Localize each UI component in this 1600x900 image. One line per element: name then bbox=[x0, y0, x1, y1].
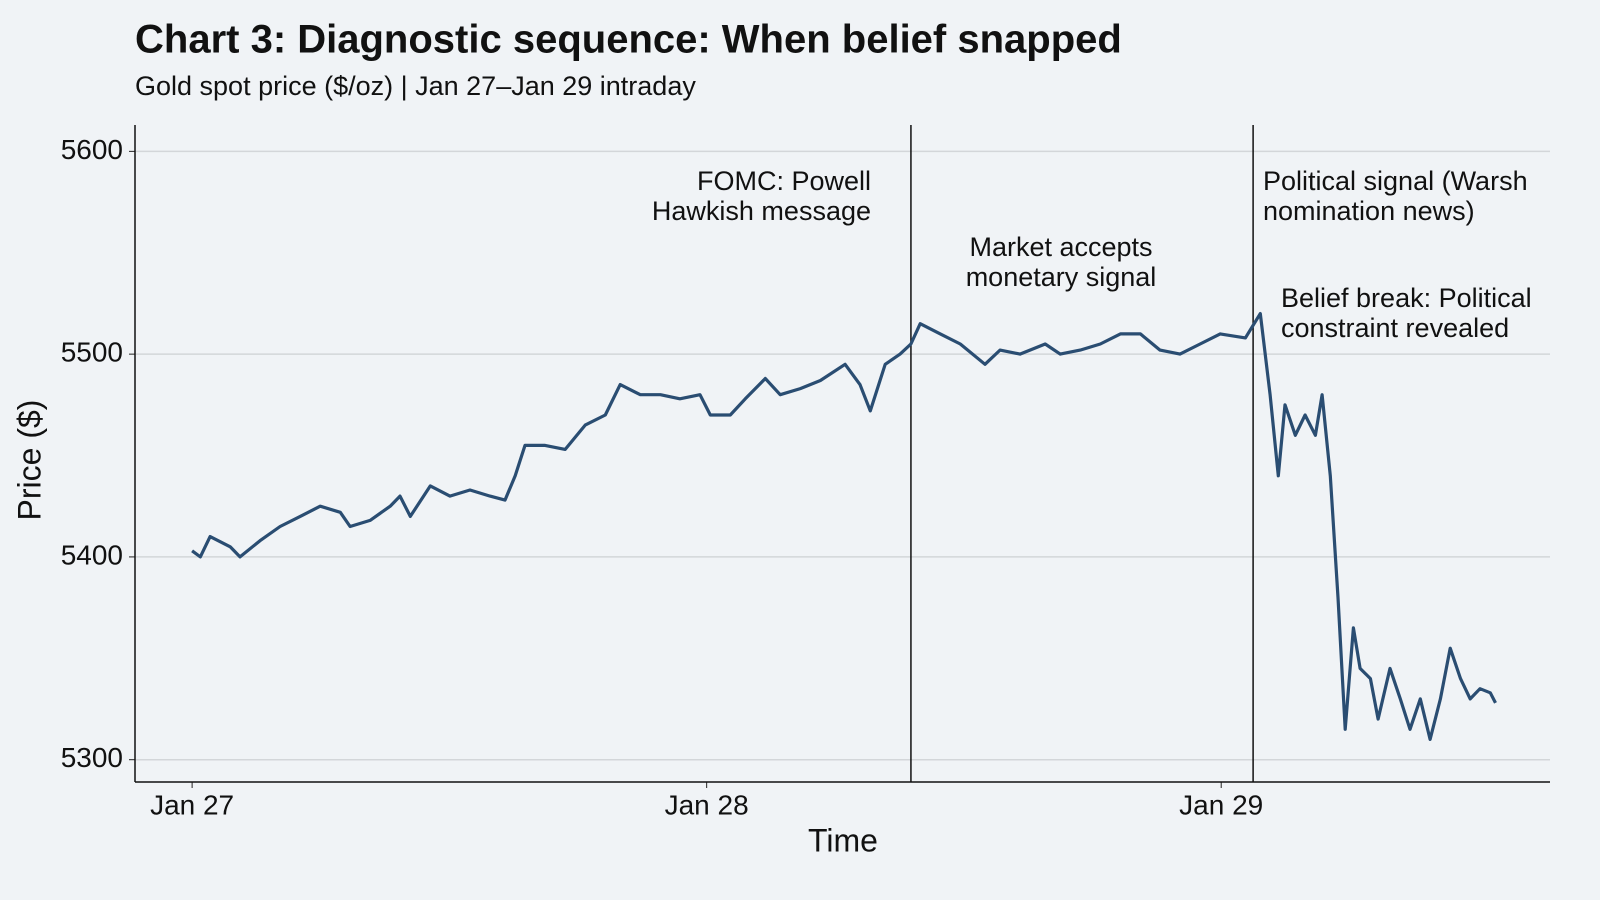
y-tick-label: 5600 bbox=[61, 134, 123, 165]
annotation: Belief break: Political bbox=[1281, 283, 1532, 313]
x-tick-label: Jan 27 bbox=[150, 789, 234, 820]
x-axis-label: Time bbox=[808, 822, 878, 858]
annotation: Political signal (Warsh bbox=[1263, 166, 1528, 196]
y-tick-label: 5300 bbox=[61, 742, 123, 773]
annotation: monetary signal bbox=[966, 262, 1157, 292]
chart-subtitle: Gold spot price ($/oz) | Jan 27–Jan 29 i… bbox=[135, 71, 696, 101]
chart-title: Chart 3: Diagnostic sequence: When belie… bbox=[135, 18, 1122, 62]
annotation: Hawkish message bbox=[652, 196, 871, 226]
y-tick-label: 5500 bbox=[61, 337, 123, 368]
annotation: nomination news) bbox=[1263, 196, 1475, 226]
annotation: FOMC: Powell bbox=[697, 166, 871, 196]
x-tick-label: Jan 28 bbox=[665, 789, 749, 820]
x-tick-label: Jan 29 bbox=[1179, 789, 1263, 820]
annotation: constraint revealed bbox=[1281, 313, 1509, 343]
y-axis-label: Price ($) bbox=[11, 400, 47, 521]
line bbox=[191, 312, 1497, 741]
annotation: Market accepts bbox=[969, 232, 1152, 262]
y-tick-label: 5400 bbox=[61, 539, 123, 570]
